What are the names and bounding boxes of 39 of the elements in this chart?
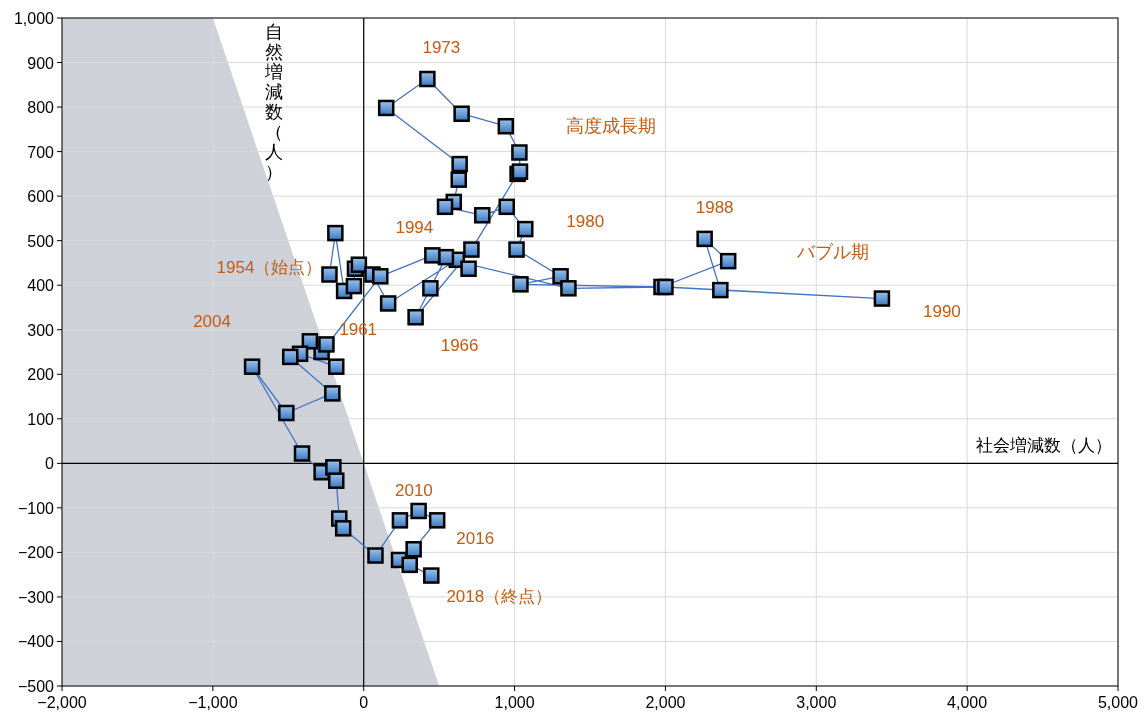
x-tick-label: 4,000 <box>947 694 988 711</box>
annotation: 1966 <box>440 336 479 356</box>
x-axis-title: 社会増減数（人） <box>976 436 1112 456</box>
annotation: 2010 <box>395 481 433 501</box>
y-tick-label: 300 <box>27 321 55 339</box>
annotation: 1988 <box>695 197 734 217</box>
y-tick-label: 1,000 <box>13 10 55 27</box>
annotation: 1990 <box>922 301 961 321</box>
y-tick-label: −400 <box>17 633 55 651</box>
annotation: 1973 <box>422 38 461 58</box>
x-tick-label: 2,000 <box>645 694 686 711</box>
y-axis-title: 自然増減数（人） <box>263 22 283 182</box>
annotation: 1994 <box>395 218 434 238</box>
x-tick-label: 1,000 <box>494 694 535 711</box>
x-tick-label: 5,000 <box>1097 694 1139 711</box>
x-tick-label: −2,000 <box>37 694 87 711</box>
annotation: 2004 <box>193 311 231 331</box>
annotation: バブル期 <box>795 242 869 263</box>
y-tick-label: 800 <box>27 99 55 117</box>
annotation: 2016 <box>456 529 495 549</box>
y-tick-label: 500 <box>27 232 55 250</box>
y-tick-label: 0 <box>45 455 55 473</box>
y-tick-label: 100 <box>27 410 55 428</box>
y-tick-label: −100 <box>17 499 55 517</box>
y-tick-label: 900 <box>27 54 55 72</box>
y-tick-label: 200 <box>27 366 55 384</box>
y-tick-label: 400 <box>27 277 55 295</box>
annotation: 1980 <box>566 212 605 232</box>
x-tick-label: 0 <box>359 694 369 711</box>
y-tick-label: −200 <box>17 544 55 562</box>
annotation: 高度成長期 <box>566 115 657 136</box>
x-tick-label: 3,000 <box>796 694 837 711</box>
x-tick-label: −1,000 <box>188 694 238 711</box>
y-tick-label: −500 <box>17 678 55 695</box>
y-tick-label: 700 <box>27 143 55 161</box>
annotation: 1954（始点） <box>216 257 323 277</box>
y-tick-label: −300 <box>17 588 55 606</box>
annotation: 2018（終点） <box>446 586 553 606</box>
y-tick-label: 600 <box>27 188 55 206</box>
